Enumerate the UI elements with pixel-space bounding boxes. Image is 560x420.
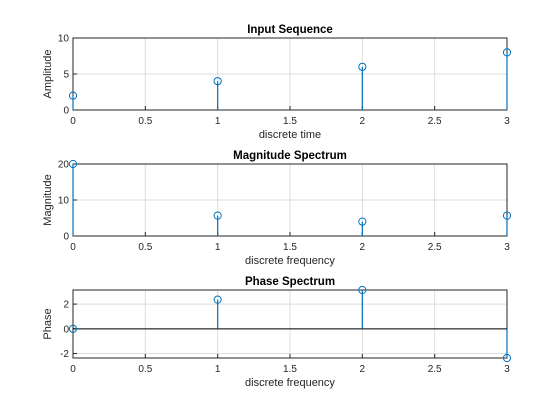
x-tick-label: 0.5 bbox=[138, 364, 152, 375]
y-axis-label: Magnitude bbox=[42, 174, 54, 225]
subplot-1: 0 0.5 1 1.5 2 2.5 3 0 5 10 Input Sequence discrete … bbox=[42, 24, 512, 141]
plot-frame bbox=[72, 289, 508, 359]
stem-marker bbox=[358, 217, 367, 226]
subplot-2: 0 0.5 1 1.5 2 2.5 3 0 10 20 Magnitude Spectrum disc… bbox=[42, 150, 512, 267]
y-tick-label: 0 bbox=[63, 232, 69, 243]
x-tick-label: 1.5 bbox=[283, 242, 297, 253]
stem-marker bbox=[358, 285, 367, 295]
stem-marker bbox=[68, 91, 78, 100]
y-tick-label: 10 bbox=[58, 196, 70, 207]
y-tick-label: 0 bbox=[63, 324, 69, 335]
x-tick-label: 2.5 bbox=[428, 364, 442, 375]
x-tick-label: 2.5 bbox=[428, 116, 442, 127]
x-tick-label: 1 bbox=[215, 116, 221, 127]
stem-marker bbox=[68, 159, 78, 169]
stem-marker bbox=[502, 353, 512, 363]
stem-marker bbox=[213, 77, 222, 86]
y-tick-label: 10 bbox=[58, 34, 70, 45]
x-tick-label: 0.5 bbox=[138, 116, 152, 127]
y-tick-label: -2 bbox=[60, 349, 69, 360]
x-axis-label: discrete frequency bbox=[245, 255, 335, 267]
stem-marker bbox=[68, 324, 78, 333]
x-tick-label: 3 bbox=[504, 116, 510, 127]
x-tick-label: 0 bbox=[70, 242, 76, 253]
x-tick-label: 0.5 bbox=[138, 242, 152, 253]
stem-marker bbox=[502, 48, 512, 57]
x-tick-label: 2 bbox=[360, 364, 366, 375]
x-tick-label: 2 bbox=[360, 242, 366, 253]
x-tick-label: 1 bbox=[215, 242, 221, 253]
x-tick-label: 1 bbox=[215, 364, 221, 375]
y-tick-label: 20 bbox=[58, 160, 70, 171]
x-tick-label: 1.5 bbox=[283, 116, 297, 127]
y-tick-label: 2 bbox=[63, 300, 69, 311]
stem-marker bbox=[213, 211, 222, 220]
y-tick-label: 5 bbox=[63, 70, 69, 81]
subplot-title: Input Sequence bbox=[247, 24, 333, 36]
y-axis-label: Phase bbox=[42, 308, 54, 339]
x-axis-label: discrete frequency bbox=[245, 377, 335, 389]
stem-marker bbox=[358, 62, 367, 71]
x-axis-label: discrete time bbox=[259, 129, 321, 141]
x-tick-label: 0 bbox=[70, 116, 76, 127]
y-axis-label: Amplitude bbox=[42, 50, 54, 99]
x-tick-label: 3 bbox=[504, 242, 510, 253]
y-tick-label: 0 bbox=[63, 106, 69, 117]
x-tick-label: 2 bbox=[360, 116, 366, 127]
x-tick-label: 2.5 bbox=[428, 242, 442, 253]
x-tick-label: 3 bbox=[504, 364, 510, 375]
stem-marker bbox=[213, 295, 222, 304]
stem-marker bbox=[502, 211, 512, 220]
subplot-title: Magnitude Spectrum bbox=[233, 150, 347, 162]
x-tick-label: 1.5 bbox=[283, 364, 297, 375]
subplot-title: Phase Spectrum bbox=[245, 276, 335, 288]
x-tick-label: 0 bbox=[70, 364, 76, 375]
